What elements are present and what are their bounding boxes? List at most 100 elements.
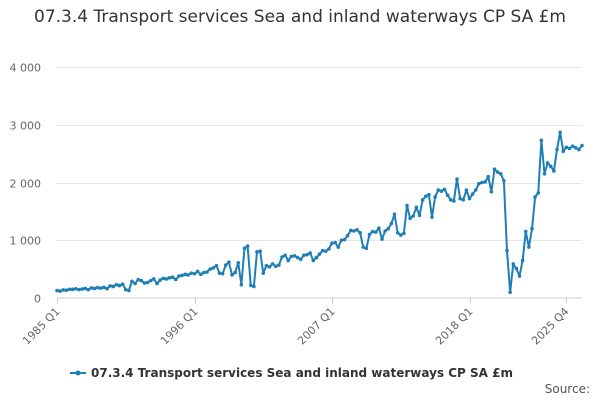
data-point[interactable] [273, 264, 278, 269]
data-point[interactable] [217, 271, 222, 275]
data-point[interactable] [411, 214, 416, 218]
data-point[interactable] [498, 172, 503, 176]
data-point[interactable] [430, 215, 434, 219]
data-point[interactable] [392, 212, 397, 217]
data-point[interactable] [120, 282, 125, 286]
data-point[interactable] [542, 172, 547, 176]
data-point[interactable] [170, 275, 175, 280]
data-point[interactable] [89, 286, 94, 290]
data-point[interactable] [336, 245, 341, 249]
data-point[interactable] [420, 198, 425, 202]
data-point[interactable] [117, 283, 122, 288]
data-point[interactable] [298, 257, 303, 262]
data-point[interactable] [292, 254, 297, 258]
data-point[interactable] [158, 278, 162, 282]
data-point[interactable] [83, 286, 87, 291]
data-point[interactable] [55, 288, 59, 293]
data-point[interactable] [439, 189, 444, 193]
data-point[interactable] [448, 198, 453, 202]
data-point[interactable] [358, 230, 362, 235]
data-point[interactable] [95, 285, 100, 290]
data-point[interactable] [508, 290, 512, 295]
data-point[interactable] [558, 130, 562, 135]
data-point[interactable] [205, 270, 209, 274]
data-point[interactable] [202, 270, 206, 275]
data-point[interactable] [370, 229, 375, 234]
data-point[interactable] [361, 245, 366, 249]
data-point[interactable] [92, 286, 97, 291]
data-point[interactable] [255, 250, 259, 254]
data-point[interactable] [58, 289, 62, 293]
data-point[interactable] [505, 248, 509, 253]
data-point[interactable] [123, 287, 128, 292]
data-point[interactable] [580, 143, 584, 148]
data-point[interactable] [136, 277, 141, 282]
data-point[interactable] [73, 286, 78, 291]
data-point[interactable] [530, 226, 534, 231]
data-point[interactable] [573, 146, 578, 150]
data-point[interactable] [483, 180, 487, 184]
data-point[interactable] [467, 196, 472, 201]
data-point[interactable] [223, 263, 228, 267]
data-point[interactable] [314, 255, 319, 260]
data-point[interactable] [517, 274, 522, 278]
data-point[interactable] [161, 276, 166, 281]
data-point[interactable] [389, 221, 394, 226]
data-point[interactable] [198, 272, 203, 277]
data-point[interactable] [552, 169, 556, 173]
data-point[interactable] [470, 192, 475, 196]
data-point[interactable] [183, 272, 187, 277]
data-point[interactable] [480, 180, 484, 185]
data-point[interactable] [195, 269, 200, 274]
data-point[interactable] [186, 273, 191, 277]
data-point[interactable] [433, 195, 437, 199]
data-point[interactable] [545, 161, 550, 165]
data-point[interactable] [320, 248, 325, 253]
data-point[interactable] [98, 286, 103, 290]
data-point[interactable] [148, 278, 153, 283]
data-point[interactable] [536, 191, 541, 195]
data-point[interactable] [489, 189, 494, 194]
data-point[interactable] [427, 192, 431, 197]
legend[interactable]: 07.3.4 Transport services Sea and inland… [70, 366, 513, 380]
data-point[interactable] [267, 265, 272, 269]
data-point[interactable] [555, 147, 559, 152]
data-point[interactable] [164, 277, 169, 281]
data-point[interactable] [561, 149, 566, 154]
data-point[interactable] [342, 237, 347, 242]
data-point[interactable] [355, 228, 359, 232]
data-point[interactable] [339, 238, 344, 243]
data-point[interactable] [492, 167, 497, 172]
data-point[interactable] [514, 266, 519, 271]
data-point[interactable] [233, 270, 237, 275]
data-point[interactable] [277, 263, 281, 267]
data-point[interactable] [80, 287, 84, 291]
data-point[interactable] [539, 138, 544, 143]
data-point[interactable] [414, 205, 419, 210]
data-point[interactable] [173, 277, 178, 282]
data-point[interactable] [495, 170, 500, 174]
data-point[interactable] [445, 193, 450, 197]
data-point[interactable] [127, 288, 131, 293]
data-point[interactable] [264, 263, 269, 268]
data-point[interactable] [180, 273, 184, 278]
data-point[interactable] [417, 213, 422, 218]
data-point[interactable] [130, 279, 134, 284]
data-point[interactable] [220, 271, 225, 276]
data-point[interactable] [380, 237, 384, 241]
data-point[interactable] [442, 187, 447, 192]
data-point[interactable] [227, 260, 231, 264]
data-point[interactable] [548, 164, 553, 169]
data-point[interactable] [252, 284, 256, 289]
data-point[interactable] [327, 247, 331, 251]
data-point[interactable] [477, 181, 481, 186]
data-point[interactable] [395, 230, 400, 235]
data-point[interactable] [142, 281, 147, 285]
data-point[interactable] [373, 230, 378, 234]
data-point[interactable] [214, 263, 219, 268]
data-point[interactable] [270, 262, 275, 266]
data-point[interactable] [436, 188, 441, 192]
data-point[interactable] [402, 231, 406, 236]
data-point[interactable] [64, 288, 69, 293]
data-point[interactable] [473, 188, 478, 192]
